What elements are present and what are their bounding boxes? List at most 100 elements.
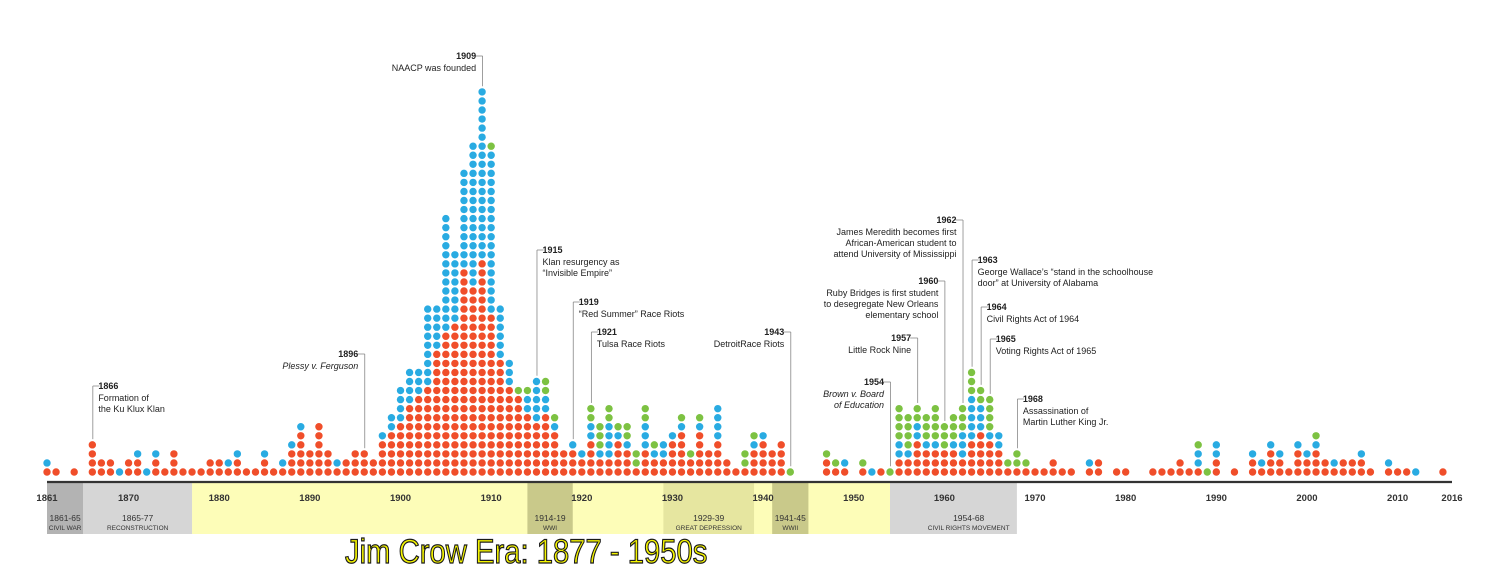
blue-dot [1276,450,1284,458]
red-dot [478,314,486,322]
red-dot [578,468,586,476]
red-dot [424,423,432,431]
blue-dot [976,423,985,431]
red-dot [478,423,486,431]
red-dot [958,468,967,476]
red-dot [478,377,486,386]
blue-dot [224,459,232,467]
red-dot [695,432,704,440]
blue-dot [1384,459,1393,467]
red-dot [695,468,704,476]
red-dot [614,441,622,449]
red-dot [777,450,785,458]
blue-dot [976,404,985,413]
blue-dot [442,260,450,268]
red-dot [695,459,704,467]
green-dot [541,377,550,386]
red-dot [433,404,441,413]
red-dot [451,395,459,404]
red-dot [514,441,523,449]
blue-dot [442,323,450,331]
red-dot [469,468,477,476]
red-dot [523,450,532,458]
red-dot [469,350,477,359]
annotation-text: Tulsa Race Riots [597,339,666,349]
blue-dot [460,223,468,232]
red-dot [215,459,223,467]
red-dot [505,432,513,440]
red-dot [297,459,305,467]
green-dot [904,441,912,449]
red-dot [442,350,450,359]
red-dot [451,459,459,467]
red-dot [97,459,106,467]
red-dot [677,432,686,440]
green-dot [741,459,749,467]
red-dot [532,432,541,440]
red-dot [840,468,849,476]
blue-dot [143,468,151,476]
blue-dot [487,151,495,159]
red-dot [677,459,686,467]
red-dot [405,450,414,458]
red-dot [460,296,468,304]
blue-dot [469,160,477,168]
red-dot [1393,468,1402,476]
red-dot [224,468,232,476]
green-dot [686,450,695,458]
blue-dot [469,178,477,187]
red-dot [605,459,613,467]
red-dot [469,332,477,340]
red-dot [451,450,459,458]
red-dot [242,468,251,476]
red-dot [460,314,468,322]
red-dot [1094,459,1103,467]
red-dot [995,459,1003,467]
blue-dot [451,251,459,259]
red-dot [523,459,532,467]
red-dot [759,450,767,458]
red-dot [1194,468,1202,476]
red-dot [478,404,486,413]
blue-dot [396,404,405,413]
blue-dot [714,423,722,431]
blue-dot [487,287,495,295]
red-dot [469,305,477,313]
green-dot [750,432,758,440]
red-dot [559,468,568,476]
blue-dot [487,178,495,187]
red-dot [550,441,559,449]
red-dot [668,468,677,476]
red-dot [514,423,523,431]
red-dot [523,423,532,431]
blue-dot [442,223,450,232]
red-dot [451,404,459,413]
blue-dot [387,414,396,422]
red-dot [541,414,550,422]
red-dot [469,287,477,295]
green-dot [605,414,613,422]
red-dot [1366,468,1375,476]
red-dot [460,441,468,449]
green-dot [650,441,659,449]
red-dot [496,459,504,467]
red-dot [106,459,115,467]
red-dot [523,441,532,449]
blue-dot [378,432,387,440]
blue-dot [487,205,495,214]
green-dot [967,386,976,395]
blue-dot [1248,450,1257,458]
red-dot [460,450,468,458]
red-dot [1357,459,1366,467]
red-dot [487,332,495,340]
red-dot [1348,468,1356,476]
blue-dot [442,269,450,277]
green-dot [895,423,903,431]
x-tick-label: 1890 [299,493,320,504]
red-dot [569,468,577,476]
green-dot [922,423,930,431]
period-sublabel: WWII [782,525,798,532]
red-dot [442,468,450,476]
blue-dot [904,450,912,458]
red-dot [659,468,668,476]
